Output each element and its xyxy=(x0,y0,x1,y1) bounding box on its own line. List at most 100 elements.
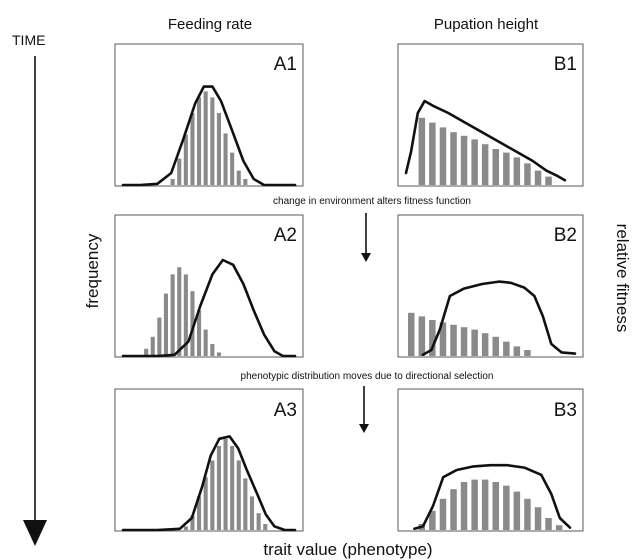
panel-label: A2 xyxy=(274,225,297,246)
histogram-bar xyxy=(197,310,202,356)
y-axis-right-label: relative fitness xyxy=(613,224,632,333)
histogram-bar xyxy=(190,515,195,530)
histogram-bar xyxy=(513,491,521,530)
histogram-bar xyxy=(492,149,499,185)
histogram-bar xyxy=(429,510,436,530)
time-arrow-head xyxy=(23,520,47,546)
histogram-bar xyxy=(545,518,552,530)
panel-label: A1 xyxy=(274,54,297,75)
histogram-bar xyxy=(243,478,248,530)
note-arrow-2-head xyxy=(359,424,369,433)
histogram-bar xyxy=(157,317,162,356)
histogram-bar xyxy=(190,113,195,185)
histogram-bars xyxy=(144,267,221,356)
histogram-bar xyxy=(197,496,202,530)
histogram-bar xyxy=(236,170,241,185)
histogram-bar xyxy=(163,293,168,356)
y-axis-left-label: frequency xyxy=(83,233,102,308)
histogram-bars xyxy=(183,438,268,530)
histogram-bar xyxy=(223,438,228,530)
histogram-bar xyxy=(408,312,415,356)
histogram-bar xyxy=(524,163,531,185)
histogram-bar xyxy=(418,117,426,185)
histogram-bar xyxy=(263,524,268,530)
histogram-bar xyxy=(460,327,468,356)
panel-frame xyxy=(397,43,584,187)
histogram-bar xyxy=(144,348,149,356)
panel-B1: B1 xyxy=(397,43,584,187)
histogram-bar xyxy=(256,513,261,530)
histogram-bar xyxy=(203,477,208,530)
panel-A2: A2 xyxy=(114,214,304,358)
panel-frame xyxy=(114,43,304,187)
histogram-bars xyxy=(170,91,248,185)
histogram-bar xyxy=(170,179,175,185)
column-header-feeding-rate: Feeding rate xyxy=(168,16,252,33)
histogram-bar xyxy=(524,498,531,530)
histogram-bar xyxy=(429,320,436,356)
histogram-bar xyxy=(190,291,195,356)
histogram-bar xyxy=(555,525,563,530)
histogram-bar xyxy=(236,460,241,530)
panel-label: A3 xyxy=(274,400,297,421)
histogram-bars xyxy=(418,479,563,530)
histogram-bar xyxy=(210,97,215,185)
histogram-bar xyxy=(481,479,489,530)
histogram-bar xyxy=(243,179,248,185)
histogram-bar xyxy=(439,127,447,185)
histogram-bar xyxy=(210,460,215,530)
panel-B3: B3 xyxy=(397,388,584,532)
histogram-bar xyxy=(170,274,175,356)
histogram-bar xyxy=(450,489,457,530)
column-header-pupation-height: Pupation height xyxy=(434,16,539,33)
histogram-bar xyxy=(545,176,552,185)
histogram-bar xyxy=(223,133,228,185)
histogram-bar xyxy=(503,485,510,530)
fitness-curve xyxy=(121,85,297,187)
histogram-bar xyxy=(471,479,478,530)
histogram-bar xyxy=(513,346,521,356)
histogram-bar xyxy=(177,158,182,185)
histogram-bar xyxy=(210,344,215,356)
histogram-bar xyxy=(230,446,235,530)
histogram-bar xyxy=(216,352,221,356)
histogram-bar xyxy=(230,152,235,185)
histogram-bar xyxy=(450,132,457,185)
histogram-bar xyxy=(203,329,208,356)
histogram-bar xyxy=(197,97,202,185)
histogram-bar xyxy=(492,482,499,530)
panel-label: B3 xyxy=(554,400,577,421)
panel-frame xyxy=(397,388,584,532)
histogram-bars xyxy=(408,312,531,356)
histogram-bar xyxy=(471,329,478,356)
note-arrow-1-head xyxy=(361,253,371,262)
histogram-bar xyxy=(534,507,542,530)
histogram-bar xyxy=(481,333,489,356)
histogram-bar xyxy=(216,113,221,185)
histogram-bar xyxy=(460,135,468,185)
panel-A3: A3 xyxy=(114,388,304,532)
histogram-bar xyxy=(429,122,436,185)
histogram-bar xyxy=(534,170,542,185)
histogram-bar xyxy=(183,134,188,185)
histogram-bar xyxy=(471,139,478,185)
histogram-bar xyxy=(524,350,531,356)
histogram-bar xyxy=(177,267,182,356)
histogram-bar xyxy=(492,336,499,356)
histogram-bar xyxy=(503,341,510,356)
panel-A1: A1 xyxy=(114,43,304,187)
histogram-bar xyxy=(503,152,510,185)
histogram-bar xyxy=(439,498,447,530)
panel-label: B1 xyxy=(554,54,577,75)
histogram-bar xyxy=(150,336,155,356)
histogram-bar xyxy=(216,446,221,530)
note-environment-change: change in environment alters fitness fun… xyxy=(273,196,471,207)
histogram-bar xyxy=(460,482,468,530)
histogram-bar xyxy=(183,526,188,530)
fitness-curve xyxy=(121,258,297,358)
panel-B2: B2 xyxy=(397,214,584,358)
histogram-bars xyxy=(418,117,552,185)
histogram-bar xyxy=(249,496,254,530)
note-directional-selection: phenotypic distribution moves due to dir… xyxy=(241,371,494,382)
